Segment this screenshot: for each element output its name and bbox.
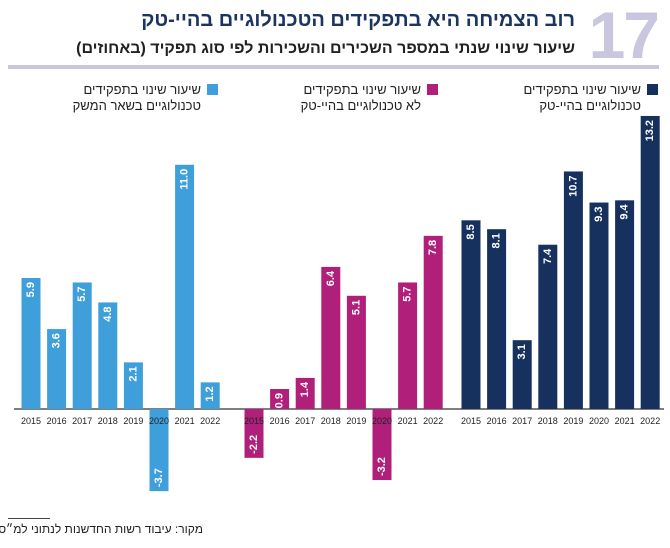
data-label: 1.4 <box>299 381 311 397</box>
x-tick-label: 2022 <box>423 416 443 426</box>
bar <box>461 220 481 409</box>
x-tick-label: 2015 <box>21 416 41 426</box>
data-label: -2.2 <box>248 435 260 454</box>
legend-item-tech-other: שיעור שינוי בתפקידים טכנולוגיים בשאר המשק <box>51 82 218 114</box>
bar <box>538 244 558 409</box>
x-tick-label: 2020 <box>372 416 392 426</box>
legend-label: שיעור שינוי בתפקידים <box>303 82 421 97</box>
data-label: 11.0 <box>179 169 191 190</box>
x-tick-label: 2020 <box>589 416 609 426</box>
data-label: 8.5 <box>465 224 477 239</box>
bar <box>589 202 609 409</box>
x-tick-label: 2015 <box>461 416 481 426</box>
data-label: 7.4 <box>542 248 554 264</box>
data-label: -3.7 <box>153 468 165 487</box>
bar <box>244 409 264 458</box>
header-divider <box>8 65 659 69</box>
bar <box>640 115 660 410</box>
data-label: 9.3 <box>593 207 605 222</box>
legend-label: שיעור שינוי בתפקידים <box>83 82 201 97</box>
data-label: 5.1 <box>350 300 362 315</box>
data-label: 2.1 <box>127 366 139 381</box>
bar <box>295 377 315 409</box>
x-tick-label: 2016 <box>47 416 67 426</box>
legend-label: שיעור שינוי בתפקידים <box>523 82 641 97</box>
data-label: 3.1 <box>516 344 528 359</box>
x-tick-label: 2017 <box>72 416 92 426</box>
bar <box>175 164 195 409</box>
bar <box>512 340 532 409</box>
data-label: 8.1 <box>491 233 503 248</box>
x-tick-label: 2019 <box>346 416 366 426</box>
x-tick-label: 2016 <box>270 416 290 426</box>
legend-label: טכנולוגיים בהיי-טק <box>539 98 641 113</box>
x-tick-label: 2021 <box>398 416 418 426</box>
data-label: 0.9 <box>274 393 286 408</box>
bar <box>98 302 118 409</box>
chart-title: רוב הצמיחה היא בתפקידים הטכנולוגיים בהיי… <box>141 9 575 31</box>
x-tick-label: 2018 <box>98 416 118 426</box>
data-label: 6.4 <box>325 270 337 286</box>
bar <box>72 282 92 409</box>
x-tick-label: 2021 <box>175 416 195 426</box>
chart-number: 17 <box>588 0 660 72</box>
bar <box>21 278 41 409</box>
bar <box>270 389 290 409</box>
bar <box>321 266 341 409</box>
bar <box>615 200 635 409</box>
legend-label: לא טכנולוגיים בהיי-טק <box>300 98 421 113</box>
data-label: -3.2 <box>376 457 388 476</box>
x-tick-label: 2021 <box>615 416 635 426</box>
data-label: 5.9 <box>25 282 37 297</box>
data-label: 10.7 <box>567 175 579 196</box>
x-tick-label: 2019 <box>123 416 143 426</box>
bar <box>346 295 366 409</box>
x-tick-label: 2016 <box>487 416 507 426</box>
source-divider <box>8 518 50 519</box>
bar <box>423 235 443 409</box>
x-tick-label: 2015 <box>244 416 264 426</box>
bar <box>149 409 169 492</box>
legend-swatch <box>427 84 438 95</box>
bar <box>372 409 392 481</box>
bar <box>47 329 67 409</box>
data-label: 9.4 <box>619 203 631 219</box>
data-label: 4.8 <box>102 306 114 321</box>
data-label: 3.6 <box>51 333 63 348</box>
data-label: 7.8 <box>427 240 439 255</box>
data-label: 5.7 <box>76 286 88 301</box>
chart-subtitle: שיעור שינוי שנתי במספר השכירים והשכירות … <box>76 40 575 57</box>
bar <box>200 382 220 409</box>
x-tick-label: 2017 <box>295 416 315 426</box>
x-tick-label: 2017 <box>512 416 532 426</box>
bar <box>398 282 418 409</box>
legend-label: טכנולוגיים בשאר המשק <box>72 98 201 113</box>
x-tick-label: 2020 <box>149 416 169 426</box>
legend-item-tech-hitech: שיעור שינוי בתפקידים טכנולוגיים בהיי-טק <box>491 82 658 114</box>
data-label: 1.2 <box>204 386 216 401</box>
x-tick-label: 2019 <box>563 416 583 426</box>
legend-swatch <box>207 84 218 95</box>
legend-item-nontech-hitech: שיעור שינוי בתפקידים לא טכנולוגיים בהיי-ט… <box>271 82 438 114</box>
data-label: 5.7 <box>402 286 414 301</box>
x-tick-label: 2022 <box>640 416 660 426</box>
bar <box>563 171 583 409</box>
x-tick-label: 2018 <box>321 416 341 426</box>
source-note: מקור: עיבוד רשות החדשנות לנתוני למ״ס <box>0 522 203 536</box>
x-tick-label: 2018 <box>538 416 558 426</box>
x-tick-label: 2022 <box>200 416 220 426</box>
legend-swatch <box>647 84 658 95</box>
bar <box>123 362 143 409</box>
bar <box>487 229 507 409</box>
data-label: 13.2 <box>644 120 656 141</box>
